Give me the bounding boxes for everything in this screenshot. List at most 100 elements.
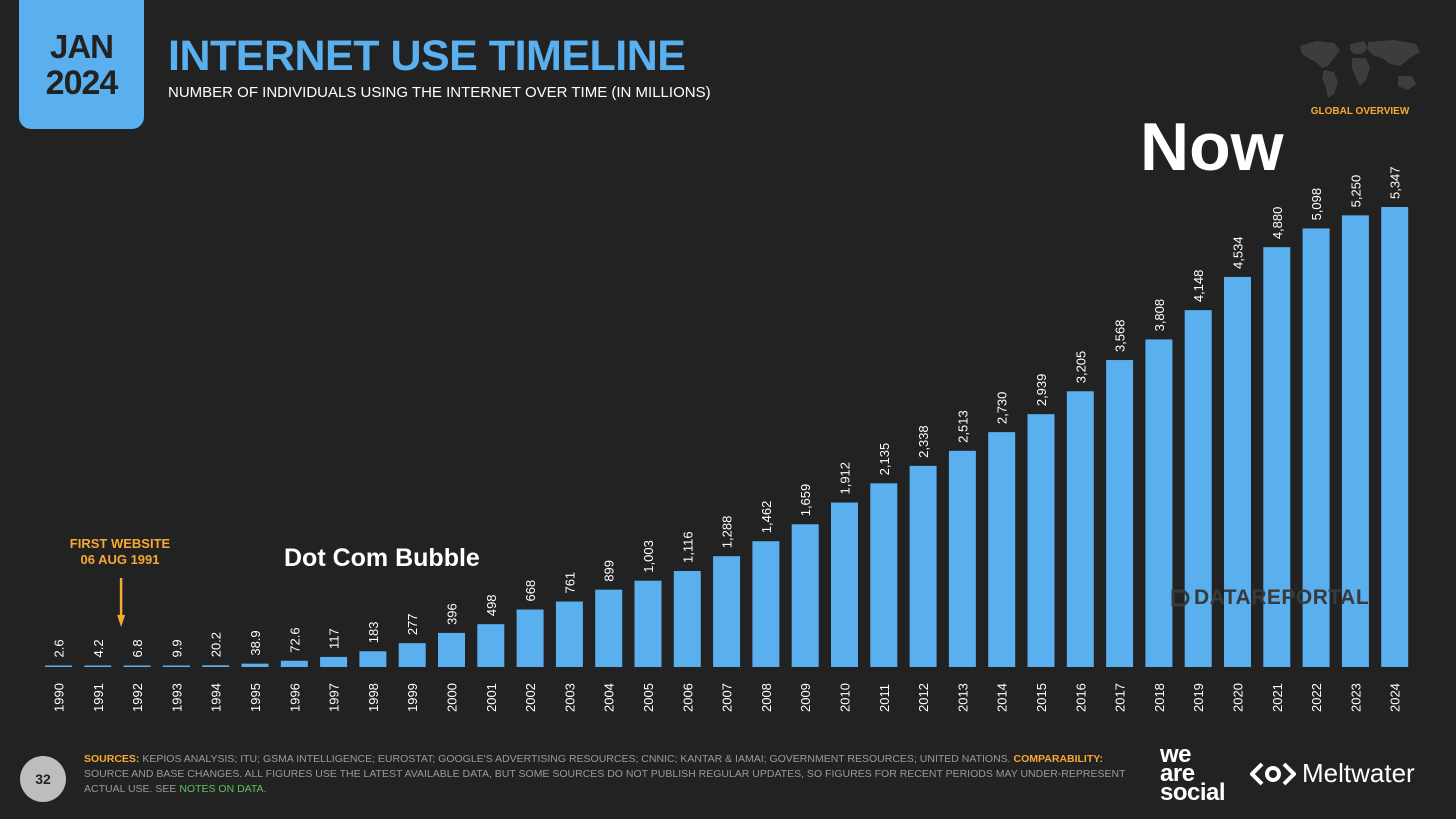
global-overview-label: GLOBAL OVERVIEW bbox=[1310, 106, 1410, 117]
value-label-2006: 1,116 bbox=[680, 531, 695, 563]
now-annotation: Now bbox=[1140, 109, 1284, 185]
value-label-1991: 4.2 bbox=[91, 639, 106, 657]
x-tick-2004: 2004 bbox=[602, 683, 617, 712]
comparability-label: COMPARABILITY: bbox=[1013, 753, 1103, 765]
value-label-2018: 3,808 bbox=[1152, 299, 1167, 332]
x-tick-2020: 2020 bbox=[1231, 683, 1246, 712]
value-label-1990: 2.6 bbox=[52, 639, 67, 657]
bar-2008 bbox=[752, 541, 780, 667]
we-are-social-line1: we bbox=[1160, 741, 1192, 768]
bar-2003 bbox=[555, 601, 583, 667]
bar-1991 bbox=[84, 665, 112, 667]
value-label-2002: 668 bbox=[523, 580, 538, 602]
first-website-annotation: FIRST WEBSITE 06 AUG 1991 bbox=[55, 536, 185, 568]
meltwater-logo: Meltwater bbox=[1250, 758, 1415, 789]
meltwater-wordmark: Meltwater bbox=[1302, 758, 1415, 788]
world-map-icon bbox=[1300, 40, 1420, 98]
bar-1995 bbox=[241, 663, 269, 667]
x-tick-2018: 2018 bbox=[1152, 683, 1167, 712]
datareportal-watermark: DATAREPORTAL bbox=[1170, 586, 1369, 610]
x-tick-2019: 2019 bbox=[1191, 683, 1206, 712]
value-label-2005: 1,003 bbox=[641, 540, 656, 573]
value-label-2016: 3,205 bbox=[1073, 351, 1088, 384]
sources-text: KEPIOS ANALYSIS; ITU; GSMA INTELLIGENCE;… bbox=[142, 753, 1011, 765]
value-label-2001: 498 bbox=[484, 594, 499, 616]
watermark-text: DATAREPORTAL bbox=[1194, 586, 1370, 609]
value-label-1997: 117 bbox=[327, 628, 342, 649]
badge-year: 2024 bbox=[45, 63, 119, 102]
x-tick-1996: 1996 bbox=[287, 683, 302, 712]
value-label-2009: 1,659 bbox=[798, 484, 813, 517]
x-tick-2009: 2009 bbox=[798, 683, 813, 712]
bar-2004 bbox=[595, 589, 623, 667]
x-tick-1999: 1999 bbox=[405, 683, 420, 712]
bar-2023 bbox=[1341, 215, 1369, 668]
datareportal-logo-icon bbox=[1171, 589, 1190, 607]
x-tick-2008: 2008 bbox=[759, 683, 774, 712]
bar-1993 bbox=[162, 665, 190, 667]
bar-2018 bbox=[1145, 339, 1173, 667]
value-label-1999: 277 bbox=[405, 613, 420, 635]
value-label-2024: 5,347 bbox=[1388, 166, 1403, 199]
bar-2001 bbox=[477, 624, 505, 667]
x-tick-2016: 2016 bbox=[1073, 683, 1088, 712]
x-tick-2017: 2017 bbox=[1113, 683, 1128, 712]
bar-2015 bbox=[1027, 414, 1055, 667]
x-tick-1998: 1998 bbox=[366, 683, 381, 712]
value-label-2022: 5,098 bbox=[1309, 188, 1324, 221]
value-label-2023: 5,250 bbox=[1348, 175, 1363, 208]
bar-2013 bbox=[948, 450, 976, 667]
bar-2014 bbox=[988, 432, 1016, 667]
value-label-2012: 2,338 bbox=[916, 425, 931, 458]
value-label-2015: 2,939 bbox=[1034, 374, 1049, 407]
x-tick-1991: 1991 bbox=[91, 683, 106, 712]
value-label-1994: 20.2 bbox=[209, 632, 224, 657]
value-label-2008: 1,462 bbox=[759, 501, 774, 534]
notes-on-data-link[interactable]: NOTES ON DATA. bbox=[179, 783, 267, 795]
first-website-date: 06 AUG 1991 bbox=[80, 552, 160, 567]
bar-2012 bbox=[909, 465, 937, 667]
x-tick-2012: 2012 bbox=[916, 683, 931, 712]
x-tick-2022: 2022 bbox=[1309, 683, 1324, 712]
value-label-1998: 183 bbox=[366, 622, 381, 644]
bar-2020 bbox=[1224, 276, 1251, 667]
x-tick-1994: 1994 bbox=[209, 683, 224, 712]
dotcom-bubble-annotation: Dot Com Bubble bbox=[284, 544, 480, 572]
bar-2010 bbox=[831, 502, 858, 667]
bar-1997 bbox=[320, 656, 348, 667]
bar-2005 bbox=[634, 580, 662, 667]
bar-1994 bbox=[202, 665, 230, 667]
value-label-2003: 761 bbox=[562, 572, 577, 594]
value-label-2010: 1,912 bbox=[838, 462, 853, 495]
bar-2016 bbox=[1066, 391, 1094, 667]
bar-1990 bbox=[45, 665, 72, 667]
x-tick-2003: 2003 bbox=[562, 683, 577, 712]
sources-label: SOURCES: bbox=[84, 753, 140, 765]
value-label-1996: 72.6 bbox=[287, 627, 302, 652]
value-label-2013: 2,513 bbox=[955, 410, 970, 443]
bar-1996 bbox=[280, 660, 308, 667]
value-label-1992: 6.8 bbox=[130, 639, 145, 657]
x-tick-2014: 2014 bbox=[995, 683, 1010, 712]
value-label-1993: 9.9 bbox=[169, 639, 184, 657]
x-tick-2011: 2011 bbox=[877, 684, 892, 712]
sources-note: SOURCES: KEPIOS ANALYSIS; ITU; GSMA INTE… bbox=[84, 752, 1134, 797]
first-website-title: FIRST WEBSITE bbox=[69, 536, 171, 551]
x-tick-2006: 2006 bbox=[680, 683, 695, 712]
bar-1992 bbox=[123, 665, 151, 667]
bar-2019 bbox=[1184, 310, 1212, 667]
bar-2006 bbox=[673, 570, 701, 667]
bar-2022 bbox=[1302, 228, 1330, 667]
value-label-2000: 396 bbox=[445, 603, 460, 625]
value-label-2019: 4,148 bbox=[1191, 270, 1206, 303]
x-tick-2001: 2001 bbox=[484, 683, 499, 712]
page-number: 32 bbox=[20, 756, 66, 802]
x-tick-2007: 2007 bbox=[720, 683, 735, 712]
bar-2000 bbox=[438, 632, 465, 667]
bar-2007 bbox=[713, 556, 741, 667]
badge-month: JAN bbox=[49, 27, 114, 65]
x-tick-2024: 2024 bbox=[1388, 683, 1403, 712]
bar-2021 bbox=[1263, 247, 1291, 668]
x-tick-2002: 2002 bbox=[523, 683, 538, 712]
